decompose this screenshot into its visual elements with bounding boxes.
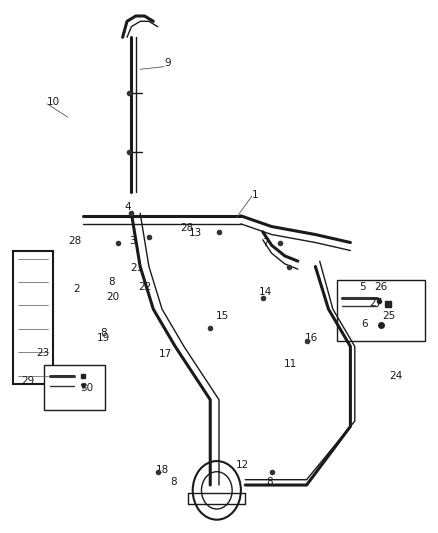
Text: 16: 16 — [304, 334, 318, 343]
Text: 6: 6 — [361, 319, 368, 329]
Bar — [13, 251, 53, 384]
Text: 2: 2 — [74, 284, 80, 294]
Text: 5: 5 — [359, 282, 366, 292]
Bar — [337, 280, 425, 341]
Text: 27: 27 — [369, 298, 382, 308]
Text: 21: 21 — [131, 263, 144, 272]
Text: 26: 26 — [374, 282, 388, 292]
Text: 8: 8 — [100, 328, 106, 338]
Text: 8: 8 — [266, 478, 273, 487]
Text: 30: 30 — [80, 383, 93, 393]
Text: 3: 3 — [129, 236, 136, 246]
Text: 14: 14 — [259, 287, 272, 297]
Text: 7: 7 — [262, 238, 268, 247]
Text: 12: 12 — [236, 460, 249, 470]
Text: 29: 29 — [21, 376, 34, 386]
Text: 9: 9 — [164, 58, 171, 68]
Text: 19: 19 — [97, 334, 110, 343]
Text: 18: 18 — [155, 465, 169, 475]
Text: 8: 8 — [170, 478, 177, 487]
Text: 13: 13 — [189, 229, 202, 238]
Circle shape — [193, 461, 241, 520]
Text: 23: 23 — [36, 348, 49, 358]
Text: 10: 10 — [47, 98, 60, 107]
Text: 8: 8 — [109, 278, 115, 287]
Text: 11: 11 — [284, 359, 297, 368]
Text: 1: 1 — [252, 190, 258, 199]
Bar — [44, 365, 105, 410]
Text: 4: 4 — [124, 202, 131, 212]
Text: 28: 28 — [68, 236, 81, 246]
Text: 17: 17 — [159, 350, 172, 359]
Text: 20: 20 — [106, 293, 119, 302]
Text: 25: 25 — [382, 311, 395, 320]
Text: 15: 15 — [215, 311, 229, 320]
Text: 28: 28 — [180, 223, 194, 233]
Circle shape — [201, 472, 232, 509]
Text: 22: 22 — [138, 282, 151, 292]
Text: 24: 24 — [389, 371, 402, 381]
